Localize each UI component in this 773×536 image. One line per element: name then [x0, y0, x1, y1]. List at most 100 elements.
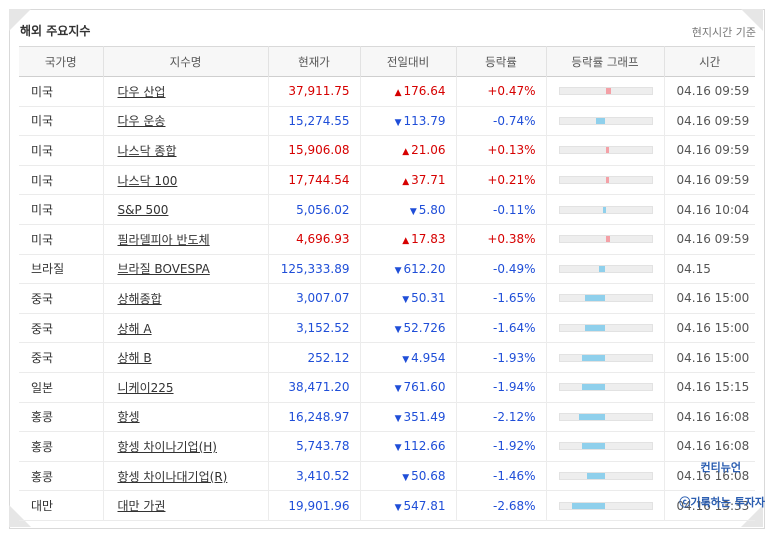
rate-graph-fill [581, 354, 606, 361]
rate-graph-fill [605, 147, 609, 154]
index-name-link[interactable]: 상해 A [117, 321, 152, 336]
rate-graph-fill [585, 295, 606, 302]
table-row: 중국 상해종합 3,007.07 ▼ 50.31 -1.65% 04.16 15:00 [19, 283, 755, 314]
triangle-down-icon: ▼ [394, 325, 402, 336]
rate-graph-cell [545, 224, 664, 255]
rate-graph-fill [579, 413, 606, 420]
rate-graph-bar [558, 294, 653, 303]
change-value: 113.79 [403, 113, 446, 128]
index-name-cell: 필라델피아 반도체 [102, 224, 268, 255]
rate-graph-cell [545, 165, 664, 195]
price-cell: 3,007.07 [267, 283, 360, 314]
index-name-link[interactable]: 대만 가권 [117, 499, 166, 514]
index-name-link[interactable]: 브라질 BOVESPA [117, 262, 210, 277]
index-name-link[interactable]: 상해종합 [117, 291, 162, 306]
table-row: 미국 다우 산업 37,911.75 ▲ 176.64 +0.47% 04.16 09:59 [19, 76, 755, 107]
rate-cell: +0.38% [455, 224, 546, 255]
table-row: 미국 나스닥 100 17,744.54 ▲ 37.71 +0.21% 04.16 09:5… [19, 165, 755, 195]
index-name-cell: 대만 가권 [102, 490, 268, 521]
col-header-price: 현재가 [267, 46, 360, 77]
triangle-down-icon: ▼ [394, 443, 402, 454]
table-header-row: 국가명 지수명 현재가 전일대비 등락률 등락률 그래프 시간 [19, 46, 755, 77]
index-name-link[interactable]: 필라델피아 반도체 [117, 232, 210, 247]
country-cell: 브라질 [31, 262, 65, 277]
change-cell: ▼ 4.954 [359, 342, 456, 373]
index-name-link[interactable]: S&P 500 [117, 202, 169, 217]
index-name-cell: 상해종합 [102, 283, 268, 314]
index-name-link[interactable]: 니케이225 [117, 380, 174, 395]
rate-cell: +0.47% [455, 76, 546, 107]
index-name-link[interactable]: 상해 B [117, 351, 152, 366]
rate-graph-cell [545, 372, 664, 403]
change-cell: ▼ 112.66 [359, 431, 456, 462]
rate-graph-cell [545, 313, 664, 343]
col-header-time: 시간 [663, 46, 755, 77]
change-cell: ▼ 547.81 [359, 490, 456, 521]
index-name-link[interactable]: 항셍 차이나기업(H) [117, 439, 217, 454]
country-cell: 미국 [31, 173, 54, 188]
table-row: 일본 니케이225 38,471.20 ▼ 761.60 -1.94% 04.16 15:1… [19, 372, 755, 403]
rate-graph-cell [545, 106, 664, 136]
price-cell: 3,410.52 [267, 461, 360, 491]
rate-cell: +0.13% [455, 135, 546, 166]
country-cell: 일본 [31, 380, 54, 395]
index-name-link[interactable]: 항셍 [117, 410, 140, 425]
index-name-link[interactable]: 항셍 차이나대기업(R) [117, 469, 228, 484]
rate-graph-fill [587, 473, 606, 480]
price-cell: 37,911.75 [267, 76, 360, 107]
rate-graph-cell [545, 283, 664, 314]
col-header-rate-graph: 등락률 그래프 [545, 46, 664, 77]
index-name-link[interactable]: 나스닥 100 [117, 173, 178, 188]
triangle-down-icon: ▼ [402, 473, 410, 484]
table-row: 중국 상해 B 252.12 ▼ 4.954 -1.93% 04.16 15:00 [19, 342, 755, 373]
triangle-up-icon: ▲ [394, 88, 402, 99]
time-cell: 04.16 15:15 [663, 372, 755, 403]
change-cell: ▲ 176.64 [359, 76, 456, 107]
triangle-down-icon: ▼ [402, 354, 410, 365]
index-name-cell: 니케이225 [102, 372, 268, 403]
index-name-link[interactable]: 다우 운송 [117, 114, 166, 129]
change-cell: ▼ 5.80 [359, 194, 456, 225]
rate-graph-fill [585, 325, 606, 332]
country-cell: 미국 [31, 84, 54, 99]
price-cell: 125,333.89 [267, 254, 360, 284]
watermark-logo: 컨티뉴언 [700, 461, 741, 474]
change-cell: ▲ 17.83 [359, 224, 456, 255]
index-name-cell: 상해 B [102, 342, 268, 373]
rate-graph-fill [605, 177, 609, 184]
change-value: 612.20 [403, 261, 446, 276]
index-name-cell: 항셍 [102, 402, 268, 432]
change-value: 5.80 [418, 202, 446, 217]
rate-cell: -1.65% [455, 283, 546, 314]
col-header-country: 국가명 [44, 54, 77, 69]
time-cell: 04.16 09:59 [663, 165, 755, 195]
panel-title: 해외 주요지수 [20, 24, 91, 38]
change-cell: ▼ 50.68 [359, 461, 456, 491]
rate-graph-cell [545, 194, 664, 225]
rate-graph-bar [558, 501, 653, 510]
rate-graph-cell [545, 431, 664, 462]
change-value: 50.68 [411, 469, 446, 484]
index-name-link[interactable]: 다우 산업 [117, 84, 166, 99]
country-cell: 홍콩 [31, 469, 54, 484]
rate-graph-cell [545, 76, 664, 107]
index-name-link[interactable]: 나스닥 종합 [117, 143, 177, 158]
change-cell: ▲ 37.71 [359, 165, 456, 195]
country-cell: 미국 [31, 143, 54, 158]
change-value: 52.726 [403, 321, 446, 336]
rate-graph-bar [558, 383, 653, 392]
price-cell: 38,471.20 [267, 372, 360, 403]
change-cell: ▼ 761.60 [359, 372, 456, 403]
rate-graph-cell [545, 135, 664, 166]
rate-cell: -1.64% [455, 313, 546, 343]
country-cell: 미국 [31, 114, 54, 129]
country-cell: 홍콩 [31, 410, 54, 425]
rate-cell: +0.21% [455, 165, 546, 195]
triangle-down-icon: ▼ [394, 502, 402, 513]
price-cell: 16,248.97 [267, 402, 360, 432]
rate-graph-bar [558, 412, 653, 421]
change-value: 17.83 [411, 232, 446, 247]
table-row: 홍콩 항셍 차이나기업(H) 5,743.78 ▼ 112.66 -1.92% 04.16 … [19, 431, 755, 462]
country-cell: 대만 [31, 499, 54, 514]
time-cell: 04.16 16:08 [663, 431, 755, 462]
